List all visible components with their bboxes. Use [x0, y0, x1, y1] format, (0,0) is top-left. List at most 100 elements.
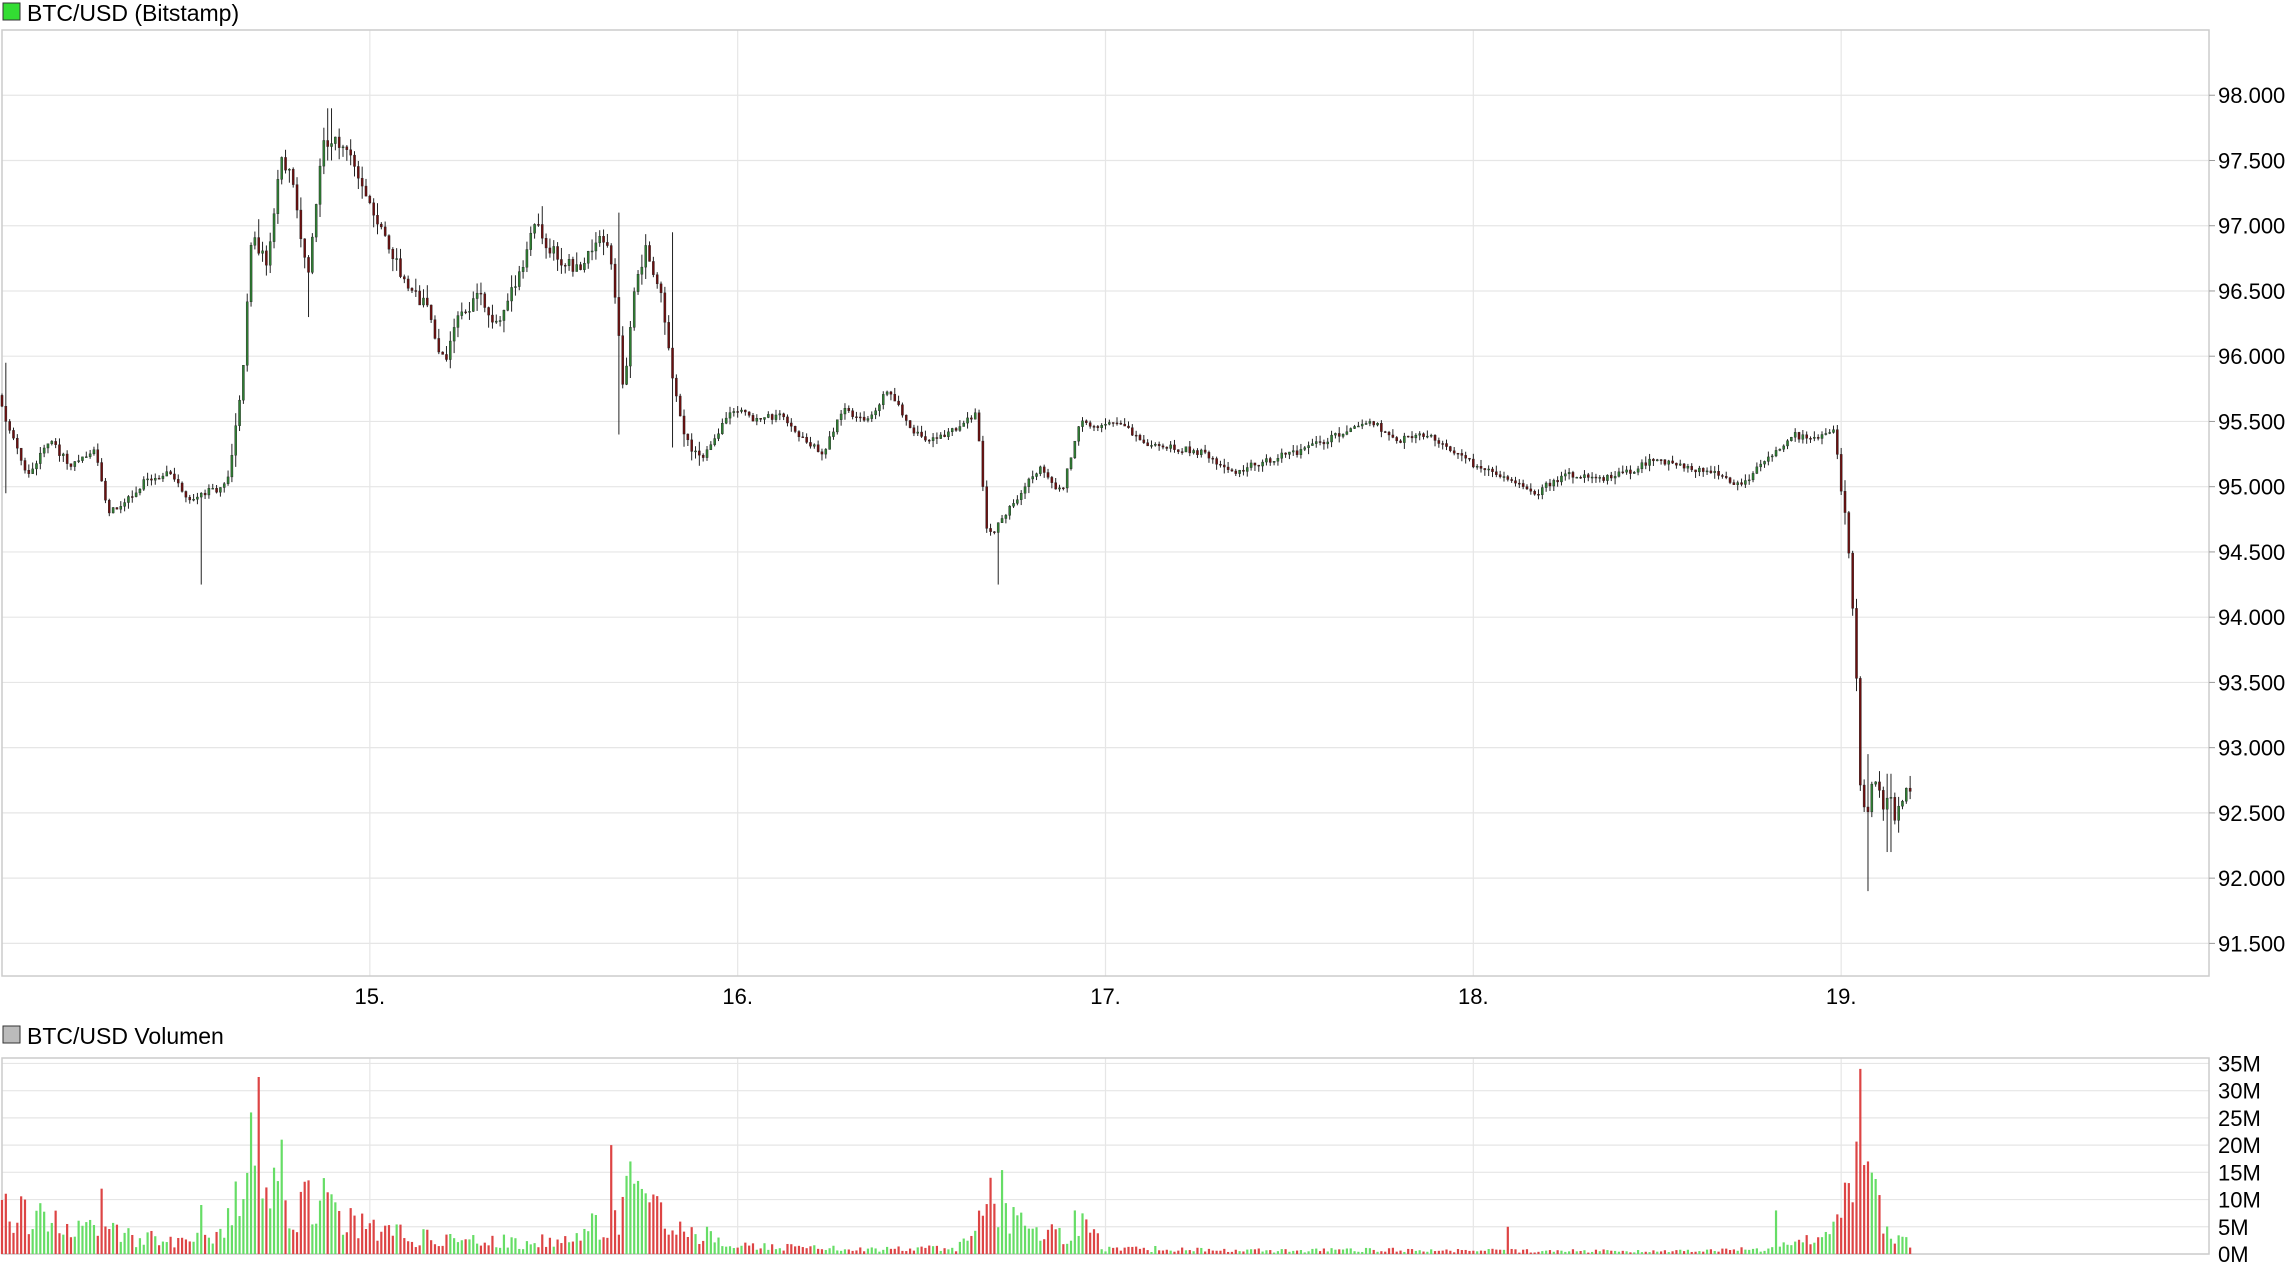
- candle-body: [422, 297, 425, 306]
- volume-bar: [989, 1177, 992, 1254]
- volume-bar: [621, 1196, 624, 1254]
- candle-body: [1633, 472, 1636, 474]
- candle-body: [1269, 458, 1272, 463]
- candle-body: [525, 249, 529, 268]
- candle-body: [514, 286, 517, 288]
- candle-body: [1801, 434, 1805, 440]
- candle-body: [268, 241, 272, 266]
- volume-bar: [1414, 1250, 1417, 1254]
- volume-bar: [525, 1241, 529, 1254]
- candle-body: [1169, 444, 1172, 449]
- volume-bar: [1115, 1247, 1119, 1254]
- volume-bar: [1410, 1249, 1414, 1254]
- volume-bar: [196, 1232, 199, 1254]
- volume-bar: [1062, 1244, 1065, 1254]
- price-y-tick-label: 94.500: [2218, 540, 2285, 565]
- volume-bar: [1614, 1250, 1617, 1254]
- candle-body: [1035, 473, 1038, 477]
- volume-bar: [671, 1230, 674, 1254]
- volume-bar: [935, 1245, 939, 1254]
- candle-body: [1395, 437, 1398, 442]
- volume-bar: [499, 1247, 502, 1254]
- volume-bar: [751, 1243, 755, 1254]
- volume-bar: [1391, 1247, 1394, 1254]
- volume-bar: [1905, 1237, 1908, 1254]
- candle-body: [1621, 471, 1625, 474]
- volume-bar: [1751, 1248, 1755, 1254]
- volume-bar: [1196, 1247, 1199, 1254]
- volume-bar: [1012, 1207, 1015, 1254]
- candle-body: [1023, 486, 1027, 494]
- candle-body: [1353, 426, 1356, 429]
- candle-body: [782, 413, 785, 418]
- volume-bar: [1039, 1240, 1042, 1254]
- date-x-axis: 15. 16. 17. 18. 19.: [355, 984, 1857, 1009]
- candle-body: [1587, 474, 1590, 478]
- volume-bar: [0, 1199, 4, 1254]
- volume-bar: [1682, 1251, 1686, 1254]
- price-y-tick-label: 92.500: [2218, 801, 2285, 826]
- candle-body: [1602, 477, 1605, 481]
- candle-body: [924, 436, 927, 441]
- candle-body: [1165, 446, 1169, 449]
- candle-body: [1529, 488, 1533, 492]
- volume-bar: [1633, 1252, 1636, 1254]
- volume-bar: [916, 1247, 919, 1254]
- candle-body: [1104, 423, 1107, 426]
- volume-bar: [1694, 1251, 1697, 1254]
- volume-bar: [138, 1238, 142, 1254]
- volume-bar: [127, 1228, 130, 1254]
- price-y-tick-label: 95.500: [2218, 409, 2285, 434]
- volume-bar: [1364, 1247, 1368, 1254]
- candle-body: [161, 475, 165, 479]
- volume-bar: [954, 1251, 958, 1254]
- volume-bar: [1606, 1250, 1609, 1254]
- candle-body: [644, 245, 647, 268]
- volume-bar: [1215, 1250, 1218, 1254]
- candle-body: [460, 311, 464, 316]
- candle-body: [272, 213, 276, 242]
- candle-body: [1177, 449, 1180, 452]
- candle-body: [885, 391, 889, 395]
- candle-body: [146, 478, 149, 481]
- candle-body: [395, 258, 398, 260]
- candle-body: [1391, 434, 1395, 438]
- volume-bar: [774, 1249, 778, 1254]
- candle-body: [947, 431, 950, 437]
- volume-bar: [1380, 1251, 1383, 1254]
- candle-body: [1345, 431, 1349, 435]
- volume-bar: [1717, 1251, 1720, 1254]
- volume-bar: [1571, 1249, 1575, 1254]
- volume-bar: [253, 1165, 256, 1254]
- candle-body: [188, 496, 192, 501]
- candle-body: [908, 420, 912, 428]
- volume-bar: [1763, 1250, 1766, 1254]
- volume-bar: [361, 1213, 364, 1254]
- volume-bar: [613, 1210, 617, 1254]
- volume-bar: [441, 1245, 444, 1254]
- volume-bar: [552, 1246, 555, 1254]
- candle-body: [1368, 421, 1372, 424]
- volume-bar: [322, 1178, 325, 1254]
- volume-bar: [242, 1199, 245, 1254]
- volume-bar: [223, 1237, 226, 1254]
- candle-body: [491, 314, 494, 323]
- volume-bar: [1579, 1250, 1582, 1254]
- volume-bar: [1361, 1251, 1364, 1254]
- volume-bar: [1299, 1250, 1303, 1254]
- candle-body: [1675, 462, 1678, 466]
- candle-body: [1203, 449, 1207, 453]
- candle-body: [1357, 425, 1360, 428]
- volume-bar: [1246, 1249, 1249, 1254]
- candle-body: [1908, 787, 1912, 792]
- volume-bar: [878, 1251, 881, 1254]
- candle-body: [1406, 435, 1410, 438]
- volume-bar: [1338, 1249, 1341, 1254]
- candle-body: [253, 237, 257, 246]
- volume-bar: [778, 1248, 781, 1254]
- volume-bar: [1533, 1252, 1536, 1254]
- candle-body: [1054, 482, 1057, 490]
- candle-body: [1514, 480, 1517, 484]
- candle-body: [1747, 479, 1751, 482]
- volume-bar: [748, 1245, 751, 1254]
